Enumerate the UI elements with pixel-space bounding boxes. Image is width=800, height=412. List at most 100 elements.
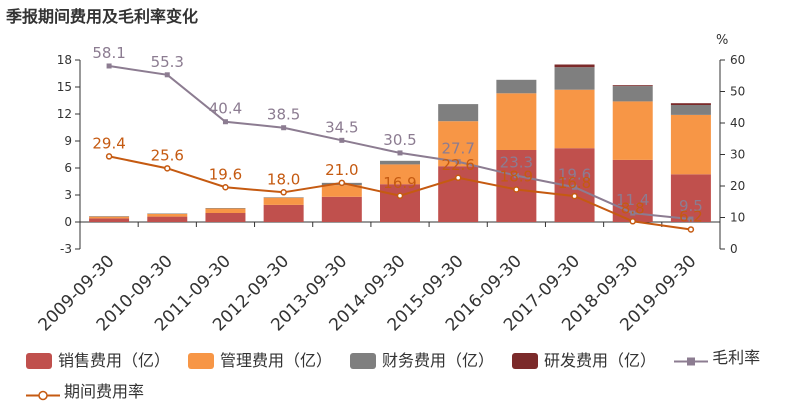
bar-series-2-segment — [321, 185, 362, 197]
bar-series-2-segment — [670, 114, 711, 175]
line-series-2-data-label: 16.8 — [558, 174, 591, 192]
line-series-2-data-label: 18.0 — [267, 170, 300, 188]
left-axis-tick-label: 15 — [57, 80, 72, 94]
chart-canvas: -303691215180102030405060%2009-09-302010… — [35, 33, 746, 335]
bar-series-3-segment — [89, 216, 130, 217]
line-series-1-marker — [513, 173, 519, 179]
chart-title: 季报期间费用及毛利率变化 — [6, 7, 199, 26]
bar-series-3-segment — [147, 213, 188, 214]
bar-series-2-segment — [89, 216, 130, 219]
line-series-2-marker — [222, 184, 229, 191]
bar-series-3-segment — [554, 67, 595, 90]
line-series-2-marker — [396, 192, 404, 200]
bar-series-1-segment — [380, 184, 420, 222]
line-series-2-marker — [571, 192, 578, 200]
line-series-1-data-label: 23.3 — [500, 154, 533, 172]
line-series-2-marker — [280, 189, 287, 196]
legend-label: 期间费用率 — [64, 382, 145, 401]
line-series-1-data-label: 30.5 — [383, 131, 416, 149]
right-axis-unit-label: % — [716, 33, 728, 48]
line-series-1-data-label: 11.4 — [616, 191, 649, 209]
left-axis-tick-label: 6 — [64, 161, 72, 175]
legend-label: 研发费用（亿） — [544, 351, 657, 370]
left-axis-tick-label: 12 — [57, 107, 72, 121]
bar-series-1-segment — [670, 174, 711, 222]
line-series-1-data-label: 38.5 — [267, 106, 300, 124]
legend-item[interactable]: 财务费用（亿） — [350, 347, 494, 375]
line-series-1-data-label: 34.5 — [325, 118, 358, 136]
line-series-1-data-label: 19.6 — [558, 165, 591, 183]
bar-series-4-segment — [670, 103, 711, 105]
right-axis-tick-label: 50 — [730, 85, 745, 99]
line-series-2-marker — [513, 186, 520, 193]
line-series-1-data-label: 9.5 — [679, 197, 703, 215]
legend-swatch — [512, 353, 539, 369]
right-axis-tick-label: 30 — [730, 148, 745, 162]
bar-series-3-segment — [496, 79, 537, 94]
left-axis-tick-label: -3 — [60, 242, 72, 256]
line-series-1-marker — [688, 216, 694, 222]
legend-swatch — [188, 353, 215, 369]
legend-swatch — [26, 353, 52, 369]
bar-series-2-segment — [496, 93, 537, 150]
bar-series-2-segment — [380, 164, 420, 185]
bar-series-4-segment — [612, 85, 653, 87]
line-series-2-marker — [454, 174, 462, 182]
line-series-2-data-label: 8.8 — [621, 199, 645, 217]
line-series-2-marker — [687, 226, 695, 233]
line-series-2-data-label: 6.2 — [679, 207, 703, 225]
right-axis-tick-label: 20 — [730, 179, 745, 193]
legend-label: 销售费用（亿） — [58, 351, 171, 370]
bar-series-3-segment — [612, 86, 653, 102]
line-series-1-marker — [164, 72, 170, 78]
line-series-1-marker — [630, 210, 636, 216]
legend-line-swatch — [26, 384, 60, 401]
bar-series-3-segment — [380, 160, 420, 165]
right-axis-tick-label: 0 — [730, 242, 738, 256]
bar-series-2-segment — [438, 121, 479, 167]
line-series-2-marker — [105, 153, 113, 160]
bar-series-3-segment — [263, 197, 304, 198]
line-series-2-marker — [629, 218, 636, 225]
bar-series-2-segment — [263, 197, 304, 205]
line-series-1-data-label: 40.4 — [209, 100, 242, 118]
bar-series-1-segment — [147, 216, 188, 222]
right-axis-tick-label: 40 — [730, 116, 745, 130]
bar-series-2-segment — [612, 101, 653, 160]
bar-series-2-segment — [147, 213, 188, 217]
line-series-1-marker — [397, 150, 403, 156]
line-series-2-data-label: 19.6 — [209, 165, 242, 183]
line-series-2-data-label: 25.6 — [151, 146, 184, 164]
left-axis-tick-label: 0 — [64, 215, 72, 229]
left-axis-tick-label: 9 — [64, 134, 72, 148]
line-series-2-marker — [164, 165, 171, 172]
bar-series-3-segment — [205, 208, 246, 209]
left-axis-tick-label: 3 — [64, 188, 72, 202]
line-series-2-marker — [338, 179, 346, 187]
line-series-2-data-label: 29.4 — [92, 134, 125, 152]
line-series-1-data-label: 27.7 — [441, 140, 474, 158]
bar-series-1-segment — [89, 218, 130, 222]
legend-swatch — [350, 353, 377, 369]
legend-item[interactable]: 管理费用（亿） — [188, 347, 332, 375]
line-series-1-marker — [455, 159, 461, 165]
bar-series-1-segment — [205, 213, 246, 222]
line-series-1-data-label: 58.1 — [92, 44, 125, 62]
line-series-2-data-label: 22.6 — [441, 156, 474, 174]
line-series-1-marker — [106, 63, 112, 69]
bar-series-2-segment — [554, 89, 595, 149]
legend-item[interactable]: 毛利率 — [674, 344, 760, 372]
chart-legend: 销售费用（亿） 管理费用（亿） 财务费用（亿） 研发费用（亿） 毛利率期间费用率 — [26, 344, 796, 412]
line-series-1-marker — [281, 125, 287, 131]
right-axis-tick-label: 60 — [730, 53, 745, 67]
line-series-1-marker — [572, 184, 578, 190]
legend-item[interactable]: 研发费用（亿） — [512, 347, 656, 375]
legend-item[interactable]: 销售费用（亿） — [26, 347, 170, 375]
bar-series-4-segment — [554, 64, 595, 68]
bar-series-1-segment — [263, 204, 304, 222]
line-series-2-data-label: 18.9 — [500, 167, 533, 185]
legend-label: 管理费用（亿） — [220, 351, 333, 370]
line-series-2-data-label: 21.0 — [325, 161, 358, 179]
line-series-2-data-label: 16.9 — [383, 174, 416, 192]
legend-item[interactable]: 期间费用率 — [26, 378, 144, 406]
